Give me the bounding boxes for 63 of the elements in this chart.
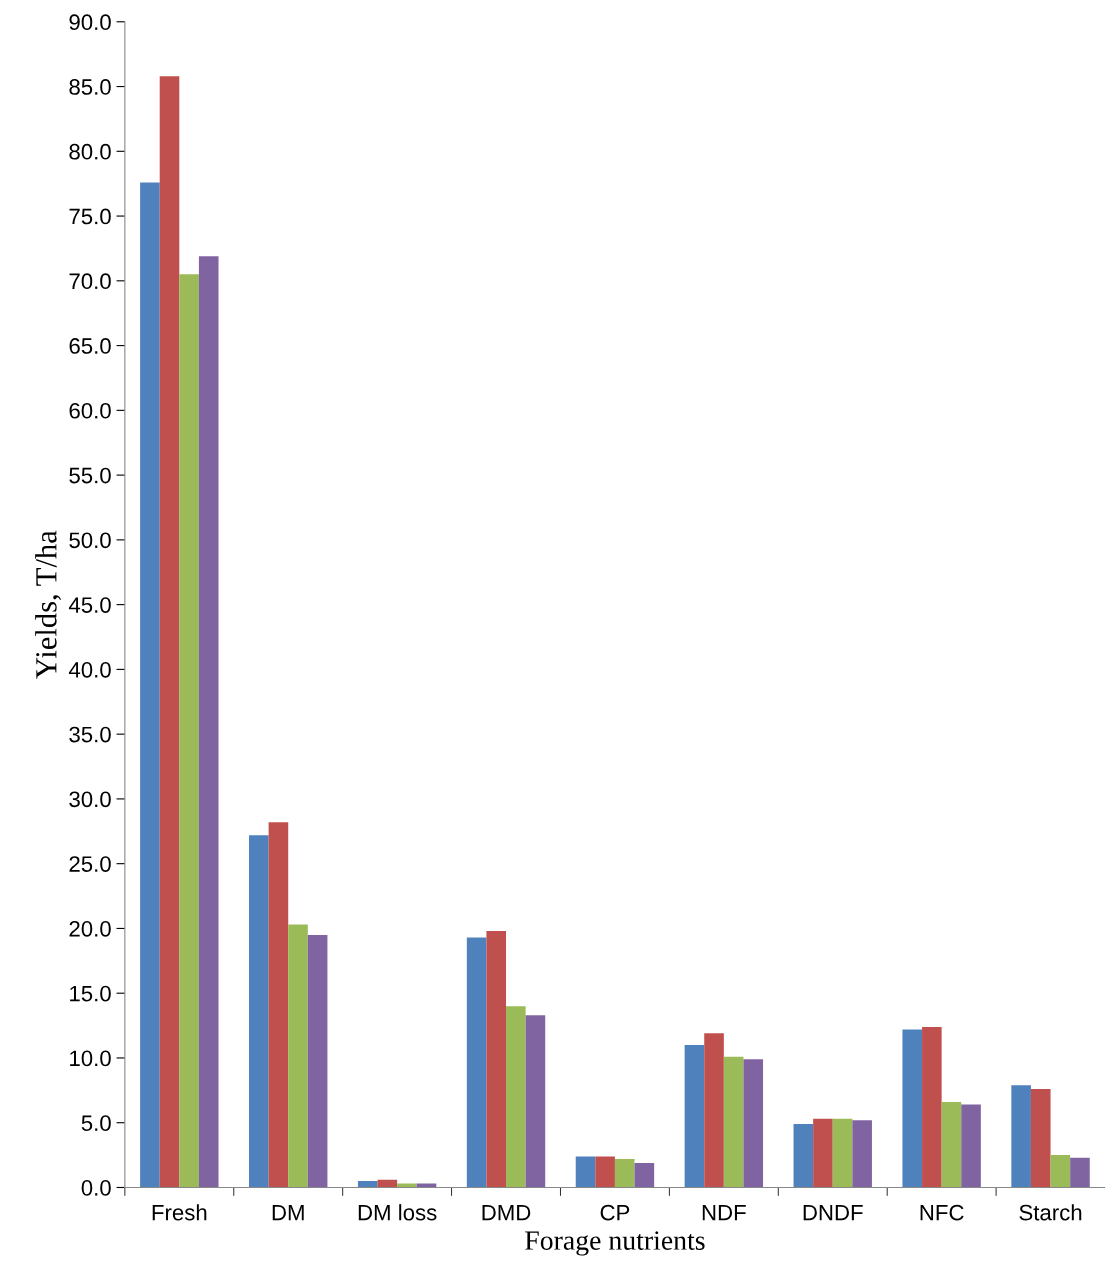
y-tick-label: 70.0 [69,273,111,290]
bar [595,1156,615,1188]
y-tick-label: 50.0 [69,532,111,549]
bar [159,76,180,1188]
bar [179,274,199,1188]
x-tick-label: DM loss [358,1204,437,1221]
x-tick-label: DM [272,1204,304,1221]
bar [525,1015,546,1188]
y-tick-label: 45.0 [68,597,111,613]
bar [268,822,289,1188]
y-tick-label: 85.0 [69,79,111,95]
x-axis-title: Forage nutrients [525,1231,705,1256]
y-tick-label: 40.0 [68,661,111,678]
bar [575,1156,596,1188]
bar [288,924,308,1188]
x-tick-label: NFC [920,1204,964,1221]
bar [506,1006,526,1188]
bar [902,1029,923,1188]
bar [793,1124,814,1188]
bar [1030,1089,1051,1188]
bar [249,835,269,1188]
y-tick-label: 20.0 [69,920,111,937]
bar [1011,1085,1031,1188]
bar [813,1118,833,1188]
y-tick-label: 15.0 [70,985,111,1002]
bar [723,1056,744,1188]
bar [307,934,328,1188]
bar [486,931,507,1188]
y-tick-label: 90.0 [69,14,111,31]
y-tick-label: 75.0 [69,208,111,225]
y-tick-label: 65.0 [69,338,111,354]
y-tick-label: 25.0 [69,856,111,872]
bar [743,1059,764,1188]
bar [684,1045,705,1188]
bar [941,1102,962,1188]
bar [852,1120,872,1188]
bar [832,1118,853,1188]
x-tick-label: DNDF [803,1204,863,1221]
y-tick-label: 5.0 [81,1115,111,1131]
bar [140,182,160,1188]
bar [961,1104,981,1188]
x-tick-label: CP [600,1204,630,1221]
y-tick-label: 55.0 [69,467,111,484]
bar [614,1158,635,1188]
bar [704,1033,724,1188]
bar [634,1162,655,1188]
y-axis-title: Yields, T/ha [35,530,62,679]
y-tick-label: 0.0 [81,1180,111,1196]
bar [198,256,219,1188]
x-tick-label: Starch [1019,1204,1082,1221]
bar [1070,1157,1090,1188]
bar [1050,1155,1071,1188]
x-tick-label: DMD [482,1204,531,1221]
y-tick-label: 80.0 [69,143,111,160]
y-tick-label: 30.0 [69,791,111,808]
x-tick-label: Fresh [152,1204,207,1221]
bar [357,1181,378,1188]
bar [922,1026,942,1188]
x-tick-label: NDF [702,1204,746,1221]
y-tick-label: 10.0 [70,1050,111,1067]
bar [466,937,487,1188]
y-tick-label: 60.0 [69,402,111,419]
y-tick-label: 35.0 [69,726,111,743]
